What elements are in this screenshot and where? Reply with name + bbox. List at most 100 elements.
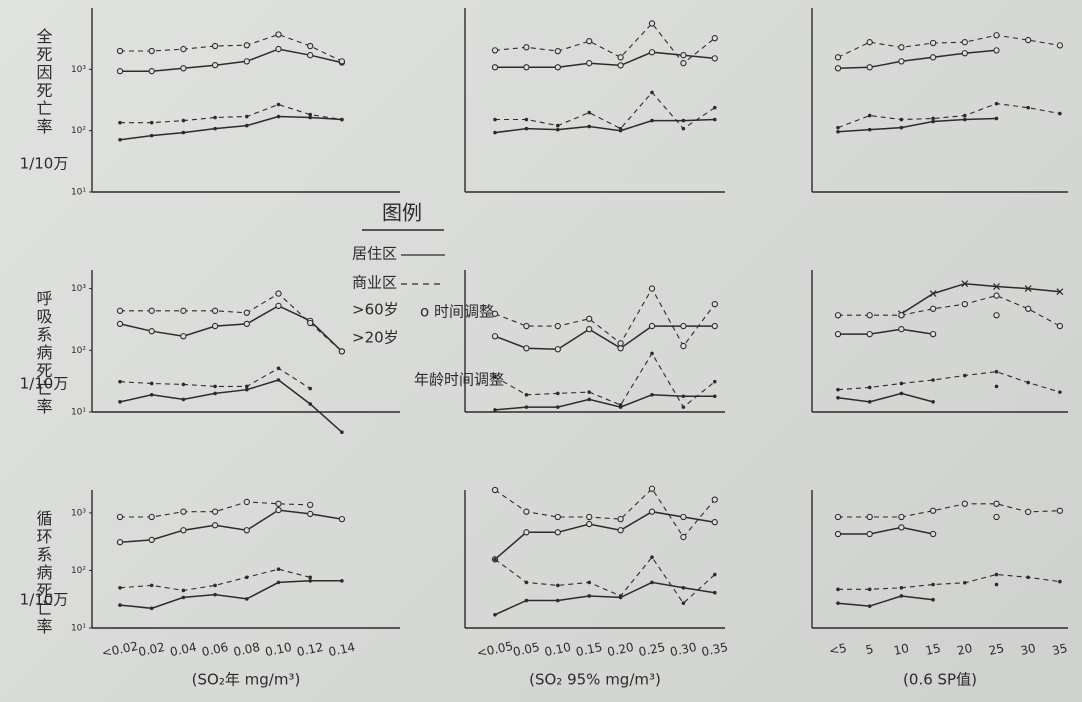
point (835, 313, 840, 318)
point (649, 486, 654, 491)
point (681, 534, 686, 539)
point (649, 509, 654, 514)
point (995, 573, 999, 577)
y-axis-label: 全死因死亡率 (34, 28, 53, 136)
point (900, 594, 904, 598)
point (149, 514, 154, 519)
point (962, 51, 967, 56)
point (867, 65, 872, 70)
point (713, 591, 717, 595)
point (339, 349, 344, 354)
point (650, 581, 654, 585)
point (493, 131, 497, 135)
point (555, 347, 560, 352)
point (182, 596, 186, 600)
point (931, 40, 936, 45)
point (712, 56, 717, 61)
point (1026, 509, 1031, 514)
point (1058, 112, 1062, 116)
point (994, 33, 999, 38)
point (931, 306, 936, 311)
x-tick-label: 35 (1051, 641, 1069, 658)
point (618, 55, 623, 60)
point (556, 405, 560, 409)
point (931, 117, 935, 121)
point (182, 383, 186, 387)
point (649, 50, 654, 55)
point (867, 313, 872, 318)
point (682, 405, 686, 409)
point (556, 599, 560, 603)
point (682, 119, 686, 123)
point (555, 65, 560, 70)
point (835, 55, 840, 60)
point (276, 32, 281, 37)
point (276, 507, 281, 512)
point (681, 343, 686, 348)
point (244, 59, 249, 64)
point (213, 584, 217, 588)
point (713, 380, 717, 384)
point (900, 382, 904, 386)
point (525, 118, 529, 122)
point (245, 576, 249, 580)
point (867, 40, 872, 45)
point (836, 588, 840, 592)
point (340, 118, 344, 122)
point (681, 323, 686, 328)
point (213, 593, 217, 597)
series-line (495, 289, 715, 347)
y-tick-label: 10² (71, 566, 86, 576)
point (525, 581, 529, 585)
point (587, 111, 591, 115)
x-tick-label: <5 (828, 641, 848, 658)
x-tick-label: 0.25 (637, 640, 666, 659)
x-tick-label: 0.20 (606, 640, 635, 659)
y-tick-label: 10² (71, 126, 86, 136)
point (931, 598, 935, 602)
legend-label: 年龄时间调整 (414, 371, 504, 389)
point (1058, 580, 1062, 584)
point (182, 398, 186, 402)
point (117, 69, 122, 74)
point (713, 573, 717, 577)
point (339, 59, 344, 64)
legend-label: o 时间调整 (420, 303, 494, 321)
point (150, 121, 154, 125)
point (524, 323, 529, 328)
point (555, 49, 560, 54)
point (118, 586, 122, 590)
y-axis-unit: 1/10万 (20, 155, 69, 173)
point (524, 509, 529, 514)
point (682, 394, 686, 398)
x-tick-label: 0.30 (669, 640, 698, 659)
point (244, 310, 249, 315)
point (149, 48, 154, 53)
point (492, 487, 497, 492)
point (963, 581, 967, 585)
point (181, 334, 186, 339)
point (962, 501, 967, 506)
point (650, 555, 654, 559)
point (1026, 576, 1030, 580)
point (868, 128, 872, 132)
point (649, 323, 654, 328)
point (213, 116, 217, 120)
point (994, 293, 999, 298)
point (900, 118, 904, 122)
point (118, 138, 122, 142)
point (181, 66, 186, 71)
point (117, 308, 122, 313)
y-tick-label: 10³ (71, 508, 86, 518)
point (899, 514, 904, 519)
point (681, 61, 686, 66)
point (835, 331, 840, 336)
point (181, 528, 186, 533)
point (963, 118, 967, 122)
point (277, 581, 281, 585)
point (899, 327, 904, 332)
point (682, 586, 686, 590)
point (556, 124, 560, 128)
point (340, 579, 344, 583)
y-axis-label: 呼吸系病死亡率 (34, 290, 53, 416)
